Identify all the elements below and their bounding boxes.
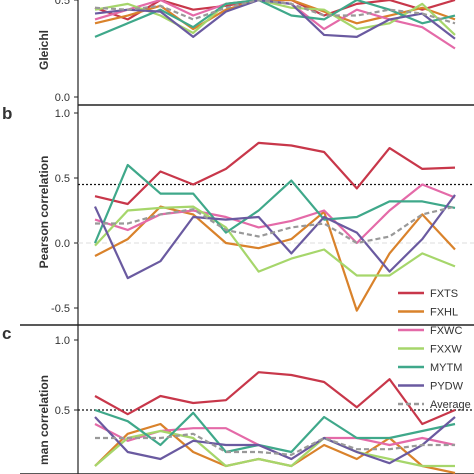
- y-tick-label: 0.5: [55, 173, 70, 185]
- series-line: [93, 163, 456, 244]
- y-tick-label: 0.0: [55, 238, 70, 250]
- series-line: [93, 194, 456, 280]
- series-line: [94, 0, 456, 21]
- series-line: [94, 141, 456, 206]
- y-tick-label: 0.0: [55, 92, 70, 104]
- legend-label: FXXW: [430, 344, 462, 356]
- y-tick-label: 0.5: [55, 405, 70, 417]
- series-line: [94, 408, 456, 454]
- legend-label: PYDW: [430, 381, 464, 393]
- y-tick-label: 1.0: [55, 335, 70, 347]
- legend-label: FXTS: [430, 288, 458, 300]
- series-line: [94, 205, 456, 277]
- panel-label: c: [2, 324, 11, 343]
- plot-area: [78, 371, 474, 474]
- plot-area: [94, 0, 456, 50]
- series-line: [95, 432, 455, 456]
- series-line: [94, 371, 456, 426]
- legend-label: FXHL: [430, 307, 458, 319]
- y-axis-label: man correlation: [37, 375, 51, 465]
- legend-label: Average: [430, 399, 471, 411]
- legend-label: FXWC: [430, 325, 462, 337]
- y-tick-label: 0.5: [55, 0, 70, 7]
- panel-label: b: [2, 104, 12, 123]
- series-line: [95, 205, 456, 245]
- series-line: [94, 0, 456, 25]
- plot-area: [78, 141, 474, 312]
- series-line: [94, 205, 456, 312]
- legend-label: MYTM: [430, 362, 462, 374]
- series-line: [94, 416, 456, 465]
- series-line: [94, 0, 456, 36]
- y-tick-label: -0.5: [51, 303, 70, 315]
- y-axis-label: Pearson correlation: [37, 156, 51, 269]
- y-axis-label: Gleichl: [37, 30, 51, 70]
- y-tick-label: 1.0: [55, 108, 70, 120]
